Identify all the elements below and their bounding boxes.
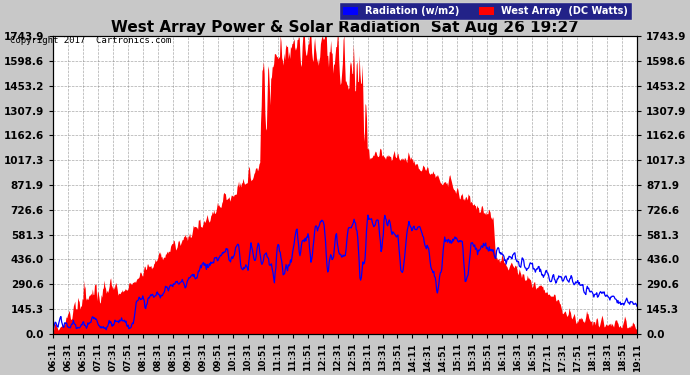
Title: West Array Power & Solar Radiation  Sat Aug 26 19:27: West Array Power & Solar Radiation Sat A… — [111, 20, 579, 35]
Legend: Radiation (w/m2), West Array  (DC Watts): Radiation (w/m2), West Array (DC Watts) — [339, 2, 632, 20]
Text: Copyright 2017  Cartronics.com: Copyright 2017 Cartronics.com — [10, 36, 172, 45]
